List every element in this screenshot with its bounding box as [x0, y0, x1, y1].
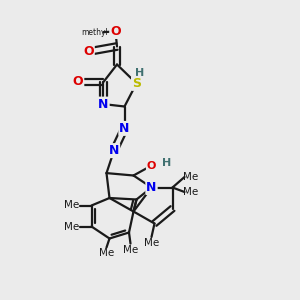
Text: N: N — [119, 122, 130, 135]
Text: Me: Me — [144, 238, 159, 248]
Text: Me: Me — [123, 244, 138, 255]
Text: O: O — [147, 160, 156, 171]
Text: N: N — [146, 181, 157, 194]
Text: H: H — [135, 68, 144, 79]
Text: Me: Me — [64, 200, 80, 211]
Text: Me: Me — [64, 221, 80, 232]
Text: Me: Me — [183, 187, 198, 197]
Text: Me: Me — [99, 248, 114, 259]
Text: O: O — [110, 25, 121, 38]
Text: N: N — [98, 98, 109, 111]
Text: Me: Me — [183, 172, 198, 182]
Text: N: N — [109, 144, 119, 157]
Text: S: S — [132, 77, 141, 90]
Text: O: O — [73, 75, 83, 88]
Text: O: O — [83, 45, 94, 58]
Text: methyl: methyl — [81, 28, 108, 37]
Text: H: H — [162, 158, 171, 168]
